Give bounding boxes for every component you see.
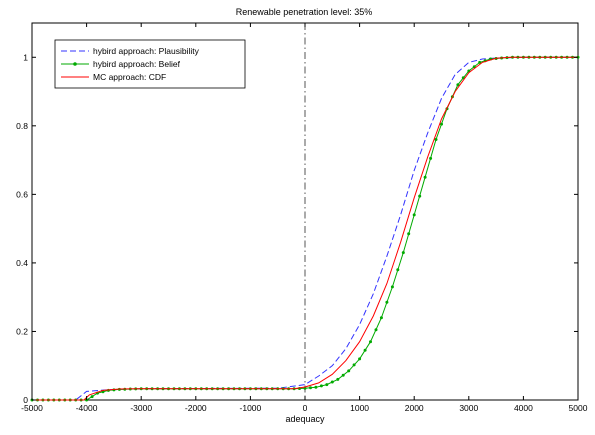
series-2-marker [456, 83, 460, 87]
y-tick-label: 0 [23, 395, 28, 405]
series-2-marker [363, 348, 367, 352]
series-2-marker [401, 251, 405, 255]
x-tick-label: 2000 [405, 403, 424, 413]
legend-label-3: MC approach: CDF [93, 72, 166, 82]
series-2-marker [374, 328, 378, 332]
y-tick-label: 0.8 [16, 121, 28, 131]
series-2-marker [423, 175, 427, 179]
series-2-marker [319, 384, 323, 388]
series-2-marker [440, 122, 443, 126]
legend-marker-2 [73, 62, 77, 66]
x-tick-label: -4000 [76, 403, 98, 413]
x-tick-label: -2000 [185, 403, 207, 413]
series-2-marker [347, 369, 351, 373]
x-tick-label: 0 [303, 403, 308, 413]
y-tick-label: 0.6 [16, 189, 28, 199]
series-2-marker [407, 232, 411, 236]
series-2-marker [429, 156, 433, 160]
x-axis-label: adequacy [285, 414, 325, 424]
series-2-marker [325, 383, 329, 387]
series-2-marker [358, 357, 362, 361]
series-2-marker [412, 213, 416, 217]
axes: -5000 -4000 -3000 -2000 -1000 0 1000 2000 3000 40… [16, 23, 588, 413]
series-2-marker [352, 363, 356, 367]
series-2-marker [314, 385, 318, 389]
series-line-3 [32, 56, 578, 401]
legend: hybird approach: Plausibility hybird appr… [54, 39, 246, 89]
series-2-marker [385, 300, 389, 304]
x-tick-label: -3000 [130, 403, 152, 413]
series-2-marker [369, 340, 372, 344]
series-2-marker [396, 268, 400, 272]
series-layer [30, 55, 580, 402]
y-tick-label: 0.2 [16, 326, 28, 336]
series-2-marker [379, 316, 383, 320]
y-tick-label: 0.4 [16, 258, 28, 268]
x-tick-label: 1000 [350, 403, 369, 413]
series-2-marker [336, 377, 340, 381]
series-2-marker [390, 285, 394, 289]
series-2-marker [418, 194, 422, 198]
series-2-marker [434, 138, 438, 141]
x-tick-label: -1000 [240, 403, 262, 413]
y-tick-label: 1 [23, 52, 28, 62]
series-2-marker [478, 60, 482, 64]
series-2-marker [341, 373, 345, 377]
series-2-marker [309, 386, 312, 390]
x-tick-label: 5000 [569, 403, 588, 413]
x-tick-label: -5000 [21, 403, 43, 413]
series-2-marker [330, 380, 334, 384]
legend-label-1: hybird approach: Plausibility [93, 46, 200, 56]
x-tick-label: 4000 [514, 403, 533, 413]
x-tick-label: 3000 [459, 403, 478, 413]
legend-label-2: hybird approach: Belief [93, 59, 181, 69]
chart-title: Renewable penetration level: 35% [236, 7, 373, 17]
series-2-marker [90, 395, 94, 399]
